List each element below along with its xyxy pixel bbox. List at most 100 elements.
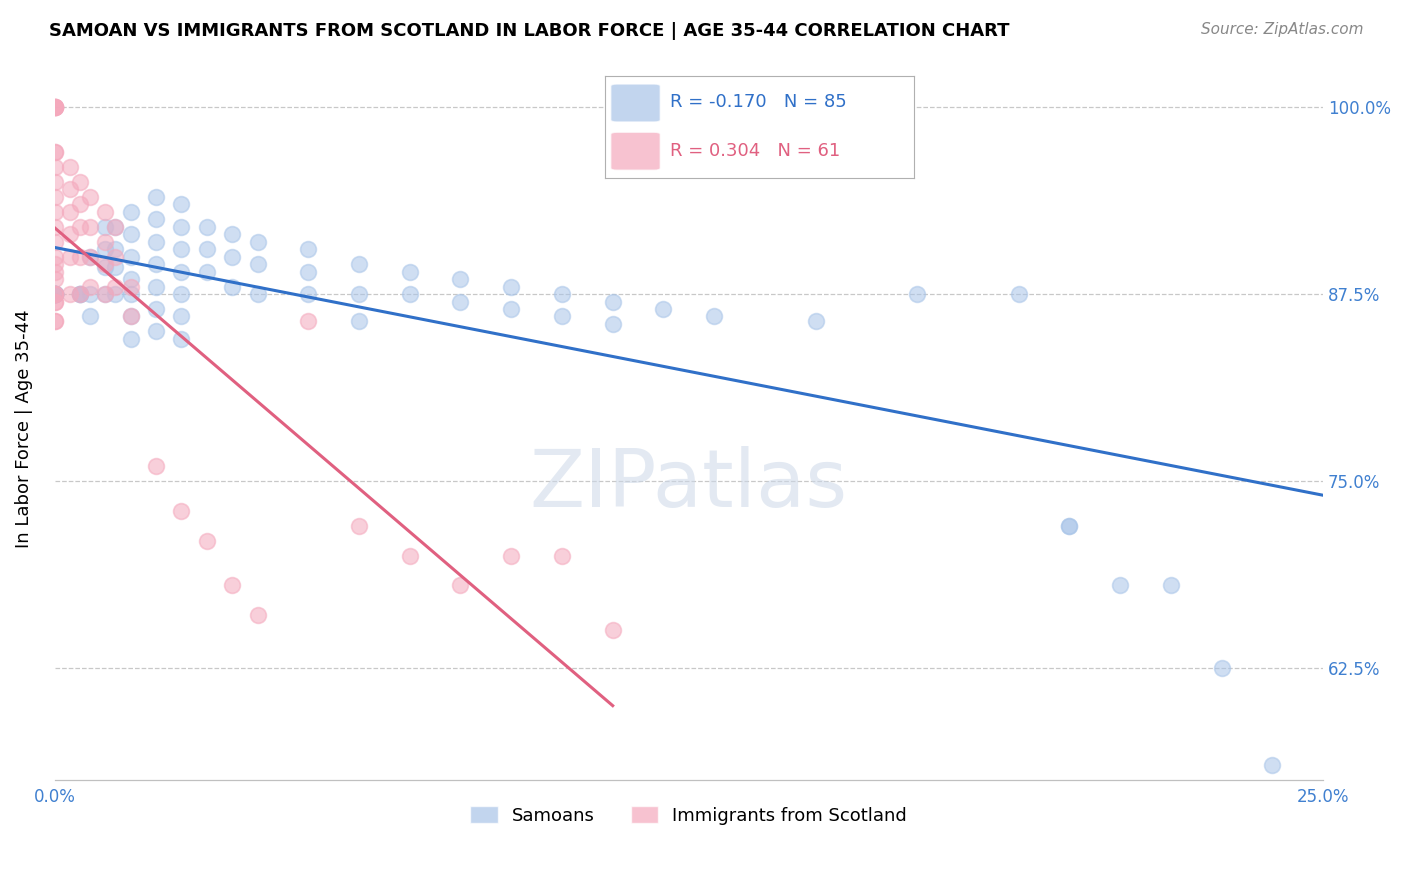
Point <box>44 100 66 114</box>
Point <box>44 287 66 301</box>
Point <box>551 310 574 324</box>
Point <box>44 100 66 114</box>
Point <box>145 458 167 473</box>
Point <box>69 287 91 301</box>
Point <box>652 301 675 316</box>
Point <box>94 260 117 275</box>
Point <box>120 310 142 324</box>
Point <box>44 250 66 264</box>
Point <box>79 310 101 324</box>
Point <box>94 287 117 301</box>
Point <box>94 235 117 249</box>
Point <box>1211 660 1233 674</box>
Point <box>145 190 167 204</box>
Point <box>44 272 66 286</box>
Point <box>44 100 66 114</box>
Point <box>44 287 66 301</box>
Point <box>79 287 101 301</box>
Point <box>44 287 66 301</box>
Point <box>347 257 370 271</box>
Point <box>44 190 66 204</box>
Point <box>145 257 167 271</box>
Point <box>44 219 66 234</box>
Point <box>44 205 66 219</box>
Point <box>120 279 142 293</box>
Point <box>145 325 167 339</box>
Point <box>1109 578 1132 592</box>
Point <box>221 578 243 592</box>
Point <box>145 301 167 316</box>
FancyBboxPatch shape <box>610 132 661 170</box>
Point <box>69 287 91 301</box>
Point <box>170 310 193 324</box>
Point <box>246 608 269 623</box>
Point <box>246 235 269 249</box>
Point <box>703 310 725 324</box>
Point <box>1059 518 1081 533</box>
Point <box>69 219 91 234</box>
Point <box>44 294 66 309</box>
Point <box>195 242 218 256</box>
Point <box>59 160 82 174</box>
Point <box>94 219 117 234</box>
Point <box>44 287 66 301</box>
Point <box>44 287 66 301</box>
Point <box>44 287 66 301</box>
Text: R = -0.170   N = 85: R = -0.170 N = 85 <box>669 94 846 112</box>
Point <box>246 257 269 271</box>
Point <box>44 287 66 301</box>
Point <box>1160 578 1182 592</box>
Point <box>44 287 66 301</box>
Point <box>145 279 167 293</box>
Point <box>79 250 101 264</box>
Point <box>1008 287 1031 301</box>
Point <box>44 287 66 301</box>
Point <box>221 227 243 242</box>
FancyBboxPatch shape <box>610 84 661 122</box>
Point <box>297 287 319 301</box>
Point <box>44 235 66 249</box>
Point <box>120 287 142 301</box>
Point <box>602 317 624 331</box>
Point <box>297 242 319 256</box>
Point <box>501 279 523 293</box>
Point <box>347 518 370 533</box>
Point <box>297 265 319 279</box>
Point <box>398 265 420 279</box>
Point <box>855 160 877 174</box>
Point <box>94 205 117 219</box>
Point <box>398 287 420 301</box>
Point <box>59 227 82 242</box>
Legend: Samoans, Immigrants from Scotland: Samoans, Immigrants from Scotland <box>461 797 917 834</box>
Text: ZIPatlas: ZIPatlas <box>530 446 848 524</box>
Point <box>94 287 117 301</box>
Point <box>69 250 91 264</box>
Point <box>44 175 66 189</box>
Text: R = 0.304   N = 61: R = 0.304 N = 61 <box>669 142 839 160</box>
Point <box>221 250 243 264</box>
Point <box>44 287 66 301</box>
Point <box>79 250 101 264</box>
Point <box>804 314 827 328</box>
Point <box>59 182 82 196</box>
Point <box>104 260 127 275</box>
Point <box>120 227 142 242</box>
Point <box>120 205 142 219</box>
Point <box>120 272 142 286</box>
Point <box>145 235 167 249</box>
Point <box>44 314 66 328</box>
Point <box>44 314 66 328</box>
Point <box>855 160 877 174</box>
Point <box>347 314 370 328</box>
Point <box>69 175 91 189</box>
Point <box>44 100 66 114</box>
Point <box>44 265 66 279</box>
Point <box>44 100 66 114</box>
Point <box>104 219 127 234</box>
Point <box>170 287 193 301</box>
Point <box>501 549 523 563</box>
Point <box>170 242 193 256</box>
Point <box>104 279 127 293</box>
Point <box>170 265 193 279</box>
Point <box>297 314 319 328</box>
